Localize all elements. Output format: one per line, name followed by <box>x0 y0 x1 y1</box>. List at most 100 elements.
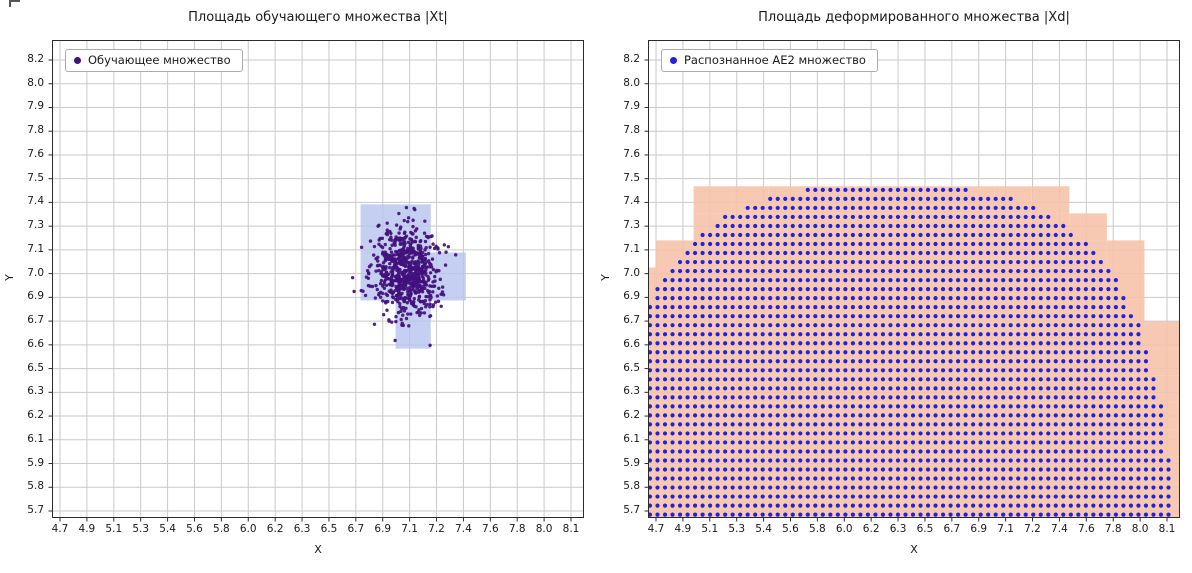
y-tick-label: 6.5 <box>623 361 640 374</box>
plot-area: Распознанное AE2 множество <box>644 40 1180 522</box>
y-tick-label: 7.5 <box>623 171 640 184</box>
plot-canvas <box>48 40 584 522</box>
corner-artifact <box>9 0 20 7</box>
x-tick-label: 6.7 <box>943 523 961 535</box>
legend: Обучающее множество <box>65 49 243 72</box>
x-tick-label: 6.9 <box>374 523 392 535</box>
y-tick-label: 7.3 <box>623 219 640 232</box>
y-tick-label: 7.0 <box>27 266 44 279</box>
x-tick-label: 5.3 <box>728 523 746 535</box>
y-tick-label: 8.2 <box>27 53 44 65</box>
x-axis-label: X <box>314 543 322 556</box>
x-tick-label: 4.7 <box>647 523 665 535</box>
x-tick-label: 5.1 <box>701 523 719 535</box>
y-tick-label: 6.9 <box>623 290 640 303</box>
x-tick-label: 7.2 <box>428 523 445 535</box>
x-tick-label: 4.7 <box>51 523 69 535</box>
y-tick-label: 6.3 <box>623 385 640 398</box>
plot-canvas <box>644 40 1180 522</box>
y-tick-label: 7.8 <box>27 124 44 137</box>
y-tick-label: 6.5 <box>27 361 44 374</box>
x-tick-label: 7.2 <box>1024 523 1041 535</box>
x-tick-label: 7.1 <box>401 523 418 535</box>
x-tick-label: 4.9 <box>674 523 692 535</box>
legend-marker-dot <box>74 56 81 64</box>
x-tick-label: 8.0 <box>1131 523 1149 535</box>
y-tick-label: 7.8 <box>623 124 640 137</box>
legend-label: Распознанное AE2 множество <box>684 53 866 67</box>
y-tick-label: 6.6 <box>623 337 640 350</box>
x-tick-label: 5.8 <box>213 523 230 535</box>
x-tick-label: 6.0 <box>835 523 853 535</box>
legend-label: Обучающее множество <box>88 53 231 67</box>
y-tick-label: 8.0 <box>27 76 44 89</box>
x-tick-label: 5.6 <box>782 523 799 535</box>
x-axis-label: X <box>910 543 918 556</box>
y-tick-label: 7.6 <box>623 147 640 160</box>
plot-deformed-set: Площадь деформированного множества |Xd| … <box>596 0 1192 573</box>
x-tick-label: 6.7 <box>347 523 365 535</box>
x-tick-label: 6.3 <box>293 523 311 535</box>
x-tick-label: 6.2 <box>266 523 284 535</box>
y-tick-label: 7.4 <box>623 195 640 208</box>
plot-area: Обучающее множество <box>48 40 584 522</box>
x-tick-label: 7.6 <box>1077 523 1095 535</box>
y-tick-label: 5.7 <box>27 504 44 516</box>
y-tick-label: 5.8 <box>623 480 640 493</box>
x-tick-label: 6.2 <box>862 523 880 535</box>
y-tick-label: 5.8 <box>27 480 44 493</box>
y-tick-label: 6.2 <box>27 409 44 422</box>
y-tick-label: 7.1 <box>623 242 640 255</box>
x-tick-label: 6.5 <box>916 523 934 535</box>
y-tick-label: 7.6 <box>27 147 44 160</box>
x-tick-label: 7.4 <box>1051 523 1068 535</box>
x-tick-label: 7.8 <box>1104 523 1122 535</box>
x-tick-label: 5.8 <box>809 523 826 535</box>
plot-title: Площадь деформированного множества |Xd| <box>758 10 1070 25</box>
x-tick-label: 7.4 <box>455 523 472 535</box>
y-tick-label: 8.2 <box>623 53 640 65</box>
y-tick-label: 7.0 <box>623 266 640 279</box>
legend-marker-dot <box>670 56 677 64</box>
y-tick-label: 7.5 <box>27 171 44 184</box>
x-tick-label: 8.1 <box>1158 523 1176 535</box>
legend: Распознанное AE2 множество <box>661 49 878 72</box>
x-tick-labels: 4.7 4.9 5.1 5.3 5.4 5.6 5.8 6.0 6.2 6.3 6.5 6.7 6.9 7… <box>648 523 1180 537</box>
y-tick-label: 7.9 <box>623 100 640 113</box>
plot-title: Площадь обучающего множества |Xt| <box>188 10 448 25</box>
y-tick-label: 5.9 <box>623 456 640 469</box>
y-tick-label: 7.9 <box>27 100 44 113</box>
y-tick-label: 6.1 <box>27 432 44 445</box>
y-tick-label: 6.7 <box>27 314 44 327</box>
x-tick-label: 8.1 <box>562 523 580 535</box>
y-tick-label: 6.9 <box>27 290 44 303</box>
x-tick-label: 7.8 <box>508 523 526 535</box>
y-tick-labels: 5.7 5.8 5.9 6.1 6.2 6.3 6.5 6.6 6.7 6.9 7.0 7.1 7.3 7… <box>0 40 45 518</box>
x-tick-label: 7.1 <box>997 523 1014 535</box>
y-tick-label: 6.1 <box>623 432 640 445</box>
y-tick-labels: 5.7 5.8 5.9 6.1 6.2 6.3 6.5 6.6 6.7 6.9 7.0 7.1 7.3 7… <box>596 40 641 518</box>
x-tick-label: 6.5 <box>320 523 338 535</box>
x-tick-label: 5.4 <box>159 523 176 535</box>
x-tick-label: 6.0 <box>239 523 257 535</box>
x-tick-label: 7.6 <box>481 523 499 535</box>
y-tick-label: 5.7 <box>623 504 640 516</box>
y-axis-label: Y <box>2 274 16 281</box>
y-tick-label: 7.3 <box>27 219 44 232</box>
x-tick-label: 5.1 <box>105 523 123 535</box>
plot-training-set: Площадь обучающего множества |Xt| Обучаю… <box>0 10 584 556</box>
y-tick-label: 8.0 <box>623 76 640 89</box>
y-axis-label: Y <box>598 274 612 281</box>
y-tick-label: 7.1 <box>27 242 44 255</box>
x-tick-label: 6.3 <box>889 523 907 535</box>
y-tick-label: 7.4 <box>27 195 44 208</box>
x-tick-label: 6.9 <box>970 523 988 535</box>
x-tick-label: 4.9 <box>78 523 96 535</box>
y-tick-label: 6.3 <box>27 385 44 398</box>
y-tick-label: 6.6 <box>27 337 44 350</box>
x-tick-label: 5.6 <box>186 523 203 535</box>
x-tick-labels: 4.7 4.9 5.1 5.3 5.4 5.6 5.8 6.0 6.2 6.3 6.5 6.7 6.9 7… <box>52 523 584 537</box>
y-tick-label: 5.9 <box>27 456 44 469</box>
x-tick-label: 8.0 <box>535 523 553 535</box>
